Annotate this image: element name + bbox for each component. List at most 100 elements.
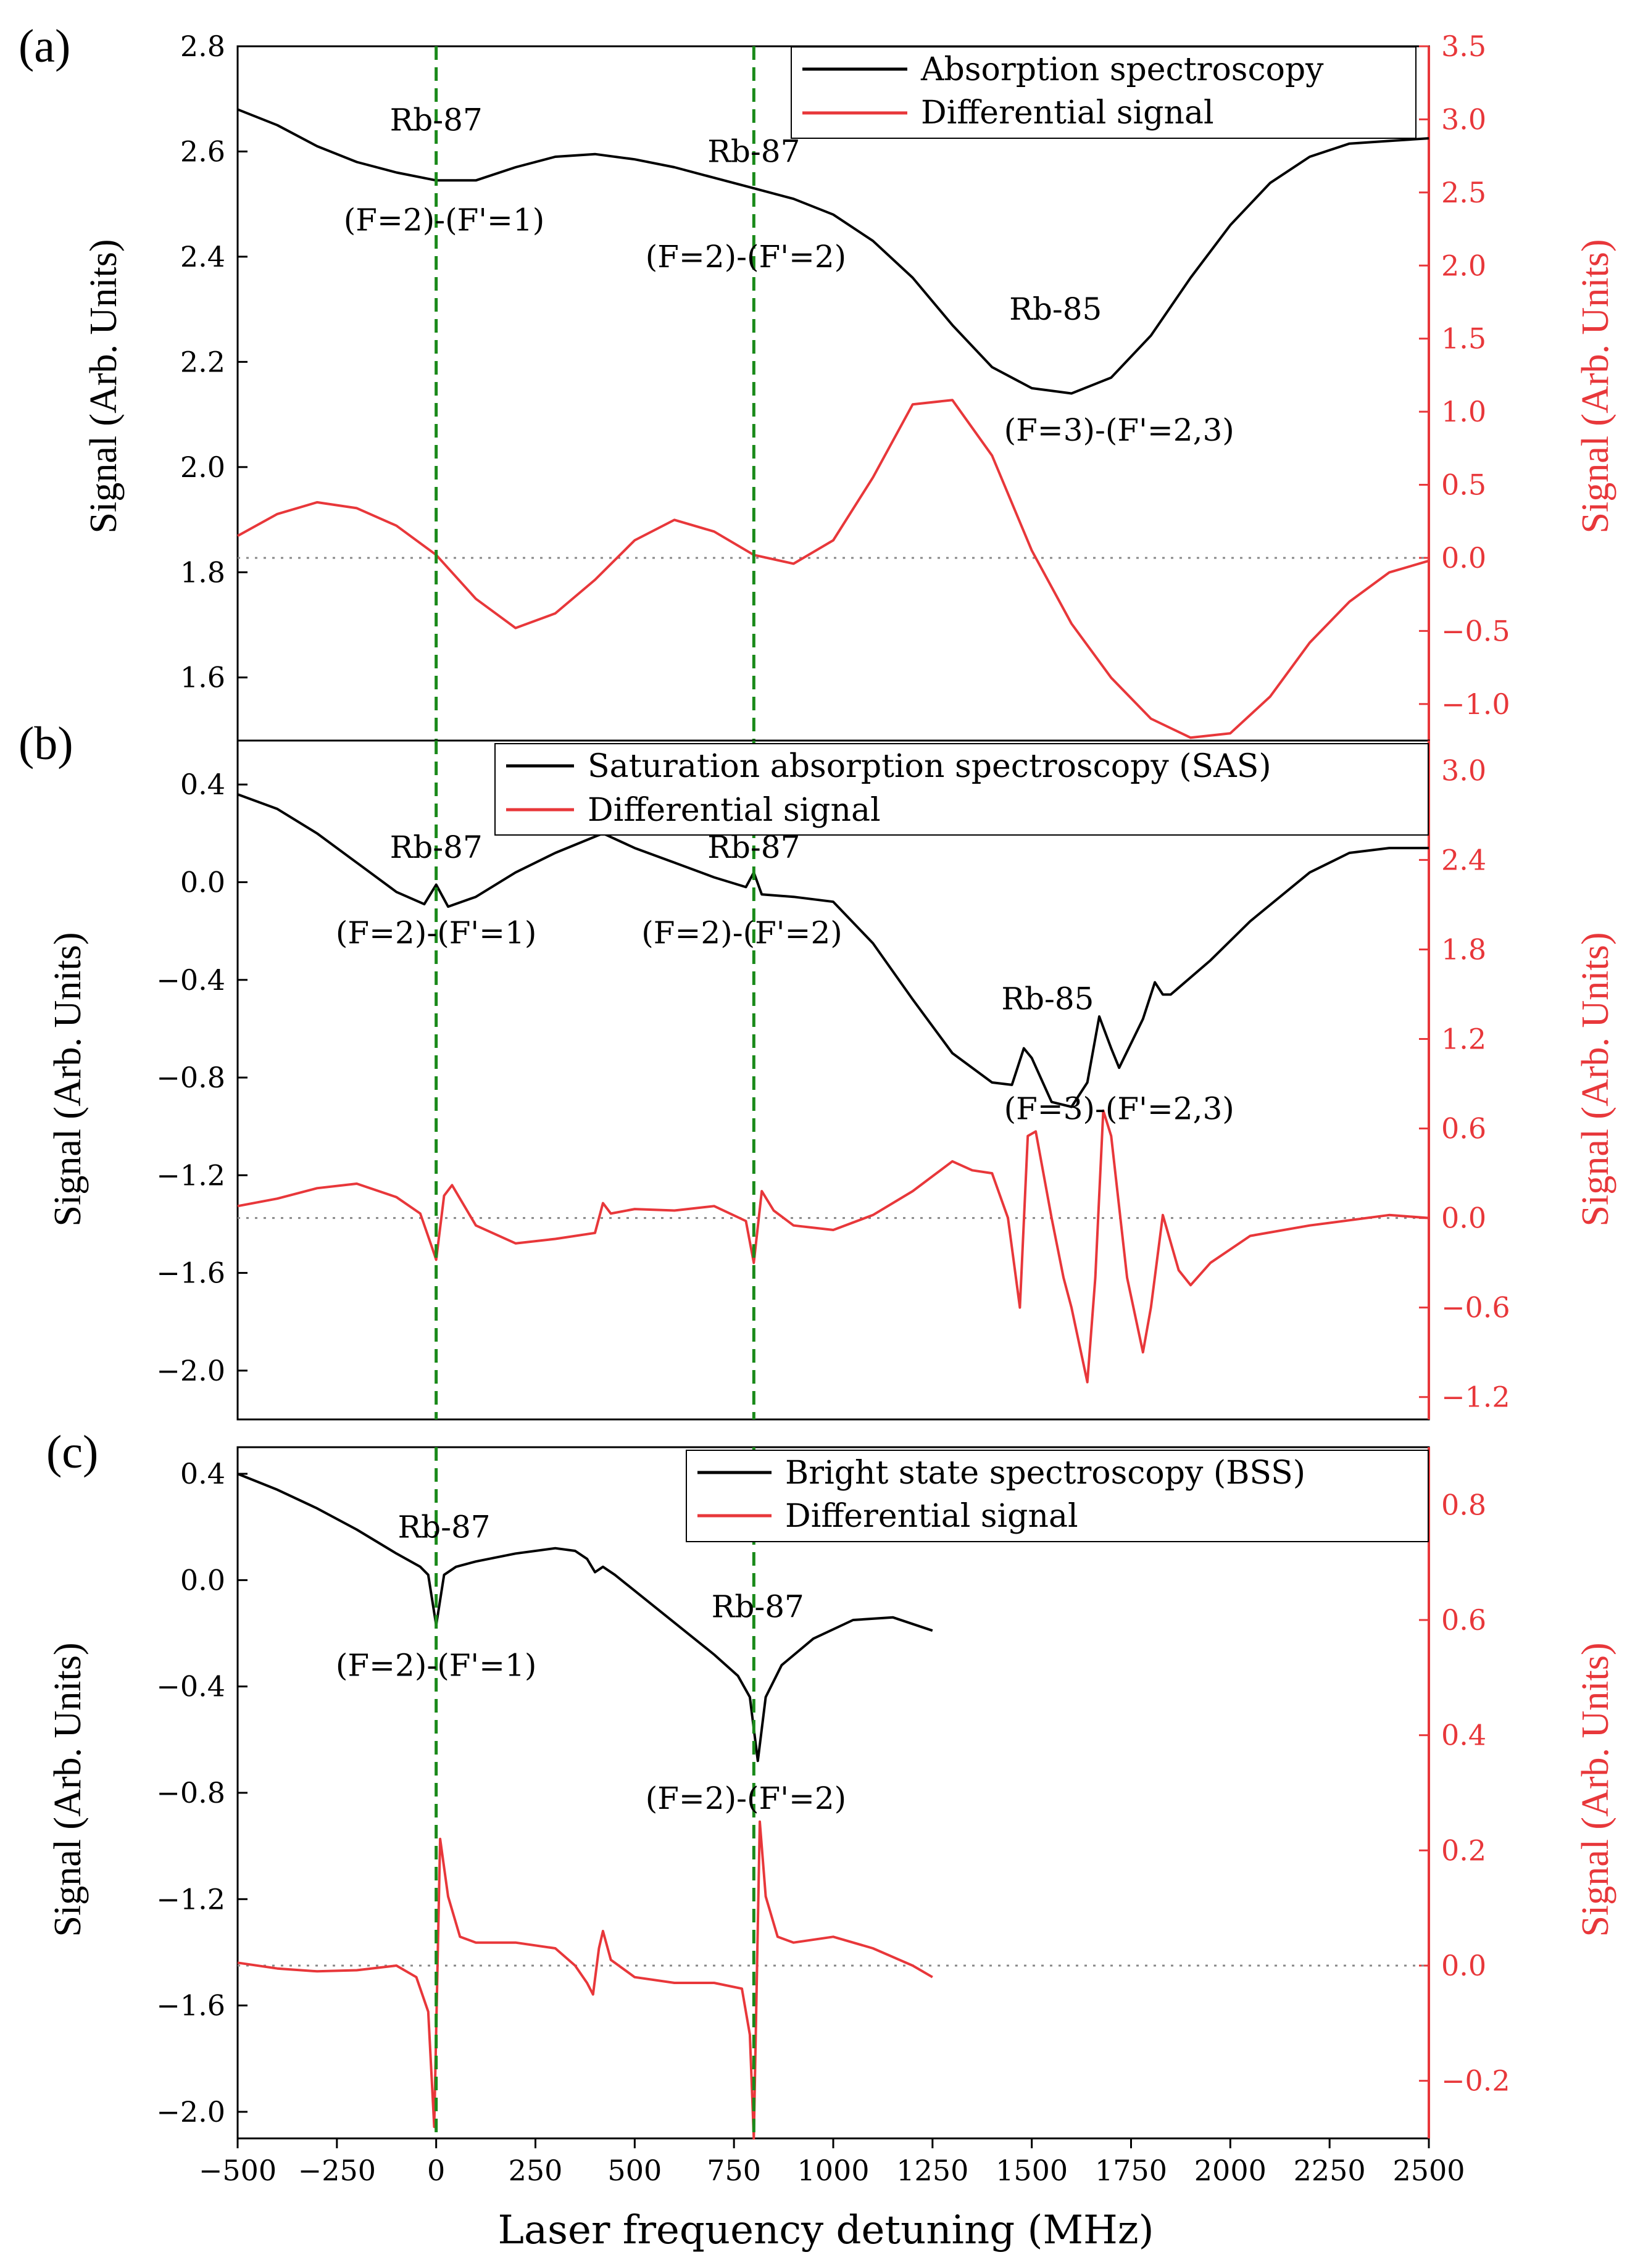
- transition-annotation: Rb-87: [707, 134, 800, 170]
- right-tick-label: 0.4: [1441, 1719, 1486, 1752]
- panel-a-legend: Absorption spectroscopy Differential sig…: [791, 46, 1417, 139]
- left-tick-label: 0.4: [180, 768, 225, 801]
- panel-a-label: (a): [19, 20, 70, 72]
- right-tick-label: 0.8: [1441, 1488, 1486, 1521]
- left-tick-label: −0.8: [156, 1776, 225, 1809]
- left-tick-label: −0.4: [156, 963, 225, 997]
- transition-annotation: Rb-87: [397, 1509, 490, 1545]
- transition-annotation: Rb-85: [1001, 981, 1094, 1016]
- left-tick-label: 2.8: [180, 30, 225, 63]
- transition-annotation: Rb-87: [712, 1589, 804, 1625]
- panel-c: (c) −2.0 −1.6 −1.2 −0.8 −0.4 0.0 0.4 −0.2 0.0 0.2…: [46, 1426, 1616, 2140]
- left-tick-label: 2.6: [180, 135, 225, 168]
- legend-differential-b: Differential signal: [588, 792, 881, 829]
- x-tick-label: 1000: [797, 2154, 869, 2187]
- transition-annotation: Rb-87: [390, 829, 483, 865]
- x-tick-label: 1250: [896, 2154, 968, 2187]
- x-tick-label: 2500: [1392, 2154, 1465, 2187]
- x-tick-label: 750: [707, 2154, 761, 2187]
- right-tick-label: 1.2: [1441, 1023, 1486, 1056]
- x-tick-label: −250: [298, 2154, 376, 2187]
- left-tick-label: 1.6: [180, 661, 225, 694]
- left-tick-label: −0.4: [156, 1670, 225, 1703]
- x-tick-label: 0: [427, 2154, 445, 2187]
- right-tick-label: 3.0: [1441, 754, 1486, 787]
- left-tick-label: 1.8: [180, 555, 225, 589]
- left-tick-label: 0.0: [180, 1563, 225, 1597]
- panel-c-plot: −2.0 −1.6 −1.2 −0.8 −0.4 0.0 0.4 −0.2 0.0 0.2 0.4 0…: [156, 1446, 1510, 2140]
- left-tick-label: −0.8: [156, 1061, 225, 1094]
- x-axis: −500 −250 0 250 500 750 1000 1250 1500 1750 2000 22…: [199, 2138, 1465, 2187]
- panel-b: (b) −2.0 −1.6 −1.2 −0.8 −0.4 0.0 0.4 −1.2 −0.6 0.…: [19, 718, 1616, 1421]
- right-tick-label: 2.5: [1441, 176, 1486, 209]
- right-tick-label: −0.5: [1441, 614, 1510, 647]
- x-tick-label: 2250: [1294, 2154, 1366, 2187]
- panel-a-plot: 1.6 1.8 2.0 2.2 2.4 2.6 2.8 −1.0 −0.5 0.0 0.5 1.0 1.…: [180, 30, 1510, 742]
- left-tick-label: −1.6: [156, 1257, 225, 1290]
- series-line-differential: [237, 1820, 933, 2140]
- right-tick-label: 1.5: [1441, 322, 1486, 355]
- left-tick-label: −2.0: [156, 1354, 225, 1387]
- right-tick-label: 0.0: [1441, 1949, 1486, 1982]
- transition-annotation: (F=2)-(F'=1): [336, 1647, 536, 1683]
- left-tick-label: 0.0: [180, 865, 225, 899]
- right-tick-label: −0.2: [1441, 2064, 1510, 2098]
- right-tick-label: −0.6: [1441, 1291, 1510, 1324]
- right-tick-label: 0.0: [1441, 541, 1486, 575]
- right-tick-label: 2.0: [1441, 249, 1486, 282]
- transition-annotation: Rb-85: [1009, 291, 1102, 327]
- legend-differential-c: Differential signal: [785, 1498, 1078, 1535]
- left-tick-label: −2.0: [156, 2095, 225, 2129]
- panel-a-right-ylabel: Signal (Arb. Units): [1575, 239, 1616, 533]
- series-line-differential: [237, 1109, 1429, 1384]
- panel-b-legend: Saturation absorption spectroscopy (SAS)…: [494, 743, 1429, 836]
- panel-c-legend: Bright state spectroscopy (BSS) Differen…: [686, 1450, 1429, 1542]
- right-tick-label: 0.6: [1441, 1603, 1486, 1637]
- panel-a-left-ylabel: Signal (Arb. Units): [83, 239, 125, 533]
- x-tick-label: 250: [509, 2154, 563, 2187]
- panel-a: (a) 1.61.82.02.22.42.62.8−1.0−0.50.00.51…: [19, 20, 1616, 742]
- x-tick-label: 2000: [1194, 2154, 1267, 2187]
- right-tick-label: 0.2: [1441, 1834, 1486, 1867]
- left-tick-label: 2.2: [180, 345, 225, 378]
- legend-differential-a: Differential signal: [921, 94, 1214, 131]
- right-tick-label: 0.6: [1441, 1112, 1486, 1145]
- right-tick-label: 3.0: [1441, 102, 1486, 136]
- left-tick-label: 2.4: [180, 240, 225, 273]
- right-tick-label: 3.5: [1441, 30, 1486, 63]
- transition-annotation: (F=3)-(F'=2,3): [1004, 412, 1234, 448]
- left-tick-label: 2.0: [180, 451, 225, 484]
- x-tick-label: 1750: [1095, 2154, 1167, 2187]
- x-tick-label: −500: [199, 2154, 277, 2187]
- transition-annotation: (F=2)-(F'=1): [336, 915, 536, 950]
- right-tick-label: 2.4: [1441, 843, 1486, 876]
- right-tick-label: −1.2: [1441, 1381, 1510, 1414]
- x-tick-label: 1500: [996, 2154, 1068, 2187]
- x-tick-label: 500: [607, 2154, 662, 2187]
- panel-b-label: (b): [19, 718, 73, 770]
- panel-b-plot: −2.0 −1.6 −1.2 −0.8 −0.4 0.0 0.4 −1.2 −0.6 0.0 0.6…: [156, 739, 1510, 1421]
- panel-b-left-ylabel: Signal (Arb. Units): [47, 932, 89, 1226]
- series-line-primary: [237, 1473, 933, 1763]
- left-tick-label: −1.2: [156, 1882, 225, 1916]
- left-tick-label: −1.6: [156, 1989, 225, 2022]
- panel-c-left-ylabel: Signal (Arb. Units): [47, 1642, 89, 1937]
- x-axis-label: Laser frequency detuning (MHz): [497, 2208, 1154, 2253]
- series-line-primary: [237, 793, 1429, 1108]
- transition-annotation: (F=2)-(F'=2): [641, 915, 842, 950]
- transition-annotation: (F=2)-(F'=2): [646, 1780, 846, 1816]
- left-tick-label: 0.4: [180, 1457, 225, 1490]
- right-tick-label: 1.0: [1441, 395, 1486, 428]
- transition-annotation: (F=3)-(F'=2,3): [1004, 1090, 1234, 1126]
- left-tick-label: −1.2: [156, 1158, 225, 1192]
- panel-b-right-ylabel: Signal (Arb. Units): [1575, 932, 1616, 1226]
- panel-c-right-ylabel: Signal (Arb. Units): [1575, 1642, 1616, 1937]
- right-tick-label: 0.0: [1441, 1202, 1486, 1235]
- legend-sas: Saturation absorption spectroscopy (SAS): [588, 748, 1271, 785]
- legend-absorption: Absorption spectroscopy: [920, 51, 1324, 88]
- right-tick-label: −1.0: [1441, 687, 1510, 721]
- transition-annotation: (F=2)-(F'=2): [646, 239, 846, 275]
- right-tick-label: 1.8: [1441, 933, 1486, 966]
- right-tick-label: 0.5: [1441, 468, 1486, 502]
